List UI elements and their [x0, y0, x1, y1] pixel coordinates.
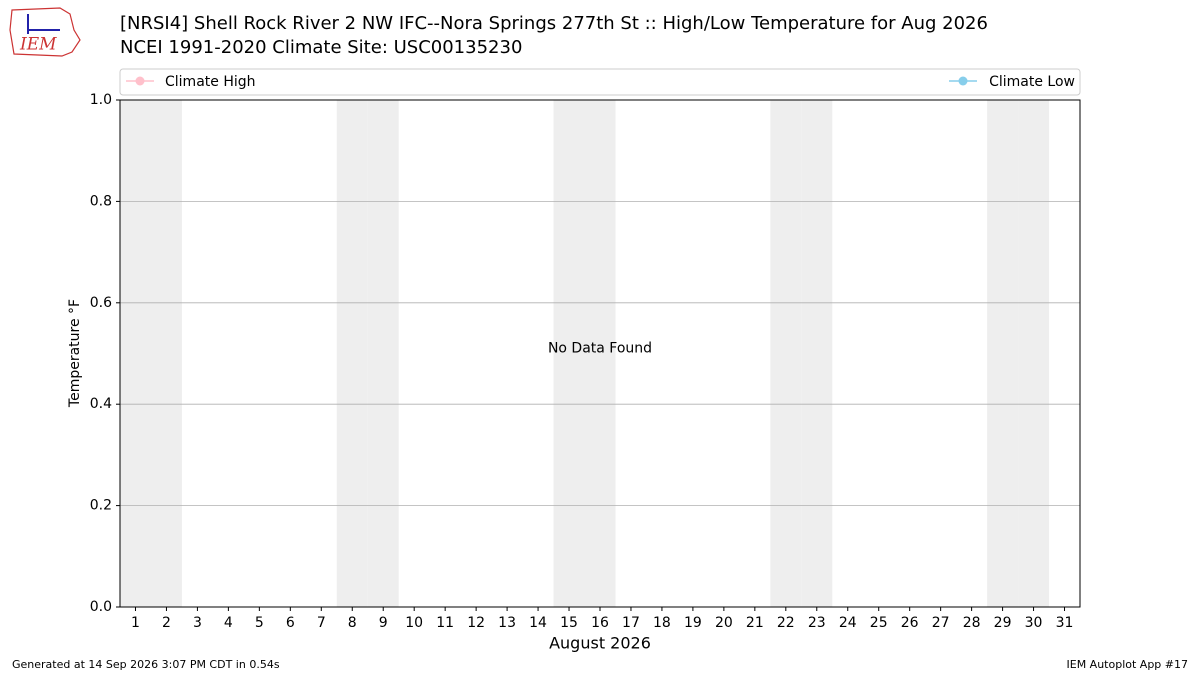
x-tick-label: 7	[317, 615, 326, 631]
weekend-band	[367, 100, 399, 607]
x-tick-label: 24	[839, 615, 857, 631]
chart-subtitle: NCEI 1991-2020 Climate Site: USC00135230	[120, 37, 522, 58]
x-tick-label: 17	[622, 615, 640, 631]
y-tick-label: 0.4	[90, 396, 112, 412]
legend-label: Climate Low	[989, 74, 1075, 90]
y-tick-label: 0.8	[90, 193, 112, 209]
y-tick-label: 0.0	[90, 599, 112, 615]
logo: IEM	[9, 7, 81, 57]
y-tick-label: 0.2	[90, 498, 112, 514]
weekend-band	[801, 100, 833, 607]
weekend-band	[1018, 100, 1050, 607]
x-tick-label: 22	[777, 615, 795, 631]
x-tick-label: 11	[436, 615, 454, 631]
x-tick-label: 31	[1056, 615, 1074, 631]
x-tick-label: 13	[498, 615, 516, 631]
weekend-band	[150, 100, 182, 607]
weekend-band	[553, 100, 585, 607]
x-tick-label: 25	[870, 615, 888, 631]
x-tick-label: 4	[224, 615, 233, 631]
y-tick-label: 1.0	[90, 92, 112, 108]
x-tick-label: 14	[529, 615, 547, 631]
x-tick-label: 30	[1025, 615, 1043, 631]
x-tick-label: 21	[746, 615, 764, 631]
x-tick-label: 2	[162, 615, 171, 631]
y-axis-label: Temperature °F	[67, 299, 83, 408]
x-tick-label: 3	[193, 615, 202, 631]
x-tick-label: 19	[684, 615, 702, 631]
x-axis-label: August 2026	[549, 634, 651, 653]
x-tick-label: 23	[808, 615, 826, 631]
x-tick-label: 20	[715, 615, 733, 631]
x-tick-label: 5	[255, 615, 264, 631]
x-tick-label: 29	[994, 615, 1012, 631]
legend-marker	[958, 76, 968, 86]
plot-frame	[119, 99, 1081, 608]
weekend-band	[120, 100, 151, 607]
footer-left: Generated at 14 Sep 2026 3:07 PM CDT in …	[12, 658, 280, 671]
x-tick-label: 26	[901, 615, 919, 631]
footer-right: IEM Autoplot App #17	[1067, 658, 1189, 671]
legend-label: Climate High	[165, 74, 256, 90]
x-tick-label: 8	[348, 615, 357, 631]
x-tick-label: 12	[467, 615, 485, 631]
x-tick-label: 15	[560, 615, 578, 631]
x-tick-label: 1	[131, 615, 140, 631]
x-tick-label: 6	[286, 615, 295, 631]
y-tick-label: 0.6	[90, 295, 112, 311]
weekend-band	[987, 100, 1019, 607]
legend-box	[119, 68, 1081, 96]
weekend-band	[584, 100, 616, 607]
weekend-band	[770, 100, 802, 607]
x-tick-label: 10	[405, 615, 423, 631]
x-tick-label: 9	[379, 615, 388, 631]
x-tick-label: 18	[653, 615, 671, 631]
x-tick-label: 16	[591, 615, 609, 631]
weekend-band	[336, 100, 368, 607]
legend-marker	[135, 76, 145, 86]
x-tick-label: 28	[963, 615, 981, 631]
annotation: No Data Found	[548, 341, 652, 357]
x-tick-label: 27	[932, 615, 950, 631]
chart-title: [NRSI4] Shell Rock River 2 NW IFC--Nora …	[120, 13, 988, 34]
logo-text: IEM	[19, 35, 57, 55]
